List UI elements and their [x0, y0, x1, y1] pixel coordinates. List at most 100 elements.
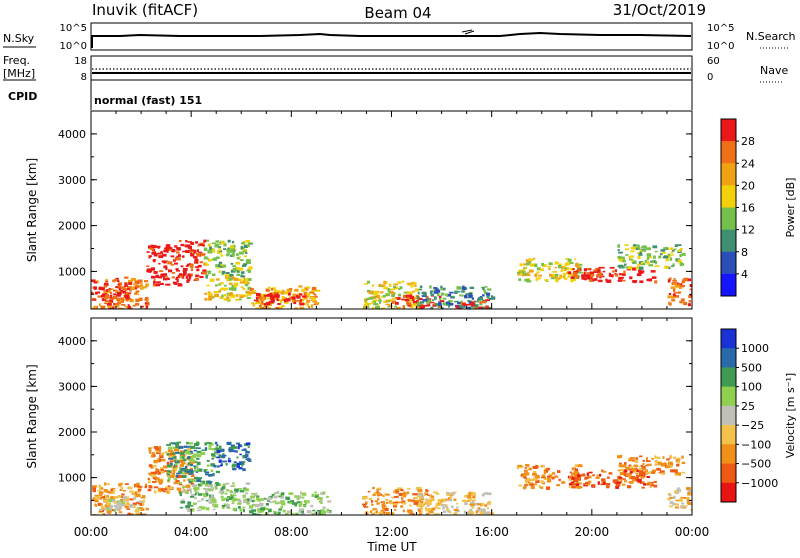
scatter-cell	[467, 306, 472, 309]
scatter-cell	[148, 472, 151, 475]
power-region	[516, 257, 583, 283]
scatter-cell	[92, 297, 96, 300]
scatter-cell	[94, 496, 100, 500]
scatter-cell	[681, 502, 685, 505]
scatter-cell	[230, 254, 233, 257]
scatter-cell	[653, 480, 657, 483]
power-frame	[90, 110, 693, 310]
scatter-cell	[538, 485, 541, 489]
scatter-cell	[365, 513, 369, 515]
scatter-cell	[146, 251, 150, 253]
scatter-cell	[415, 306, 421, 308]
scatter-cell	[596, 474, 599, 478]
scatter-cell	[625, 266, 629, 269]
scatter-cell	[269, 293, 273, 296]
scatter-cell	[571, 486, 577, 489]
scatter-cell	[281, 502, 286, 506]
scatter-cell	[180, 265, 184, 268]
scatter-cell	[108, 288, 111, 290]
scatter-cell	[435, 288, 439, 292]
scatter-cell	[202, 244, 205, 247]
scatter-cell	[587, 475, 592, 479]
scatter-cell	[144, 483, 148, 486]
scatter-cell	[211, 453, 216, 457]
scatter-cell	[186, 478, 191, 482]
scatter-cell	[129, 299, 134, 303]
scatter-cell	[294, 502, 298, 505]
scatter-cell	[161, 452, 165, 455]
scatter-cell	[138, 507, 143, 510]
scatter-cell	[438, 295, 442, 299]
colorbar-tick-label: 28	[741, 135, 755, 148]
scatter-cell	[171, 272, 176, 274]
scatter-cell	[565, 267, 570, 271]
scatter-cell	[167, 472, 170, 474]
scatter-cell	[382, 507, 387, 510]
scatter-cell	[247, 281, 250, 285]
scatter-cell	[527, 271, 530, 274]
scatter-cell	[193, 453, 198, 456]
scatter-cell	[134, 485, 138, 488]
scatter-cell	[588, 268, 592, 271]
scatter-cell	[197, 447, 201, 449]
scatter-cell	[291, 502, 297, 505]
scatter-cell	[259, 502, 264, 507]
scatter-cell	[185, 240, 188, 243]
scatter-cell	[314, 495, 319, 498]
scatter-cell	[479, 301, 483, 304]
scatter-cell	[363, 503, 366, 507]
scatter-cell	[246, 457, 250, 461]
scatter-cell	[419, 303, 424, 307]
scatter-cell	[144, 298, 149, 301]
colorbar-tick-label: 12	[741, 224, 755, 237]
scatter-cell	[280, 492, 285, 496]
scatter-cell	[270, 295, 275, 299]
scatter-cell	[471, 302, 475, 305]
scatter-cell	[158, 255, 164, 259]
scatter-cell	[230, 294, 235, 298]
scatter-cell	[487, 501, 491, 505]
scatter-cell	[154, 479, 160, 482]
scatter-cell	[646, 278, 651, 282]
scatter-cell	[105, 294, 110, 298]
scatter-cell	[555, 276, 559, 280]
scatter-cell	[207, 485, 210, 488]
scatter-cell	[440, 287, 443, 291]
scatter-cell	[178, 483, 183, 486]
scatter-cell	[628, 256, 631, 259]
scatter-cell	[638, 270, 644, 274]
scatter-cell	[688, 295, 692, 299]
scatter-cell	[106, 507, 111, 511]
scatter-cell	[414, 499, 420, 503]
scatter-cell	[605, 483, 611, 486]
scatter-cell	[440, 503, 446, 507]
scatter-cell	[146, 301, 149, 303]
scatter-cell	[620, 479, 623, 483]
scatter-cell	[461, 499, 467, 502]
colorbar-label: Power [dB]	[784, 178, 797, 238]
scatter-cell	[272, 287, 276, 289]
scatter-cell	[314, 491, 317, 494]
scatter-cell	[178, 470, 183, 474]
scatter-cell	[364, 501, 368, 505]
scatter-cell	[193, 449, 197, 452]
scatter-cell	[409, 291, 413, 296]
scatter-cell	[111, 509, 115, 512]
scatter-cell	[147, 480, 151, 484]
scatter-cell	[614, 269, 618, 272]
scatter-cell	[383, 300, 388, 303]
scatter-cell	[231, 250, 235, 254]
scatter-cell	[212, 448, 217, 451]
scatter-cell	[281, 289, 285, 293]
scatter-cell	[525, 259, 530, 263]
scatter-cell	[301, 288, 304, 292]
scatter-cell	[571, 472, 576, 476]
scatter-cell	[410, 282, 415, 285]
scatter-cell	[381, 284, 386, 287]
scatter-cell	[236, 456, 239, 459]
scatter-cell	[144, 485, 148, 489]
scatter-cell	[668, 266, 671, 270]
scatter-cell	[108, 506, 113, 510]
scatter-cell	[128, 279, 133, 283]
scatter-cell	[406, 301, 409, 305]
